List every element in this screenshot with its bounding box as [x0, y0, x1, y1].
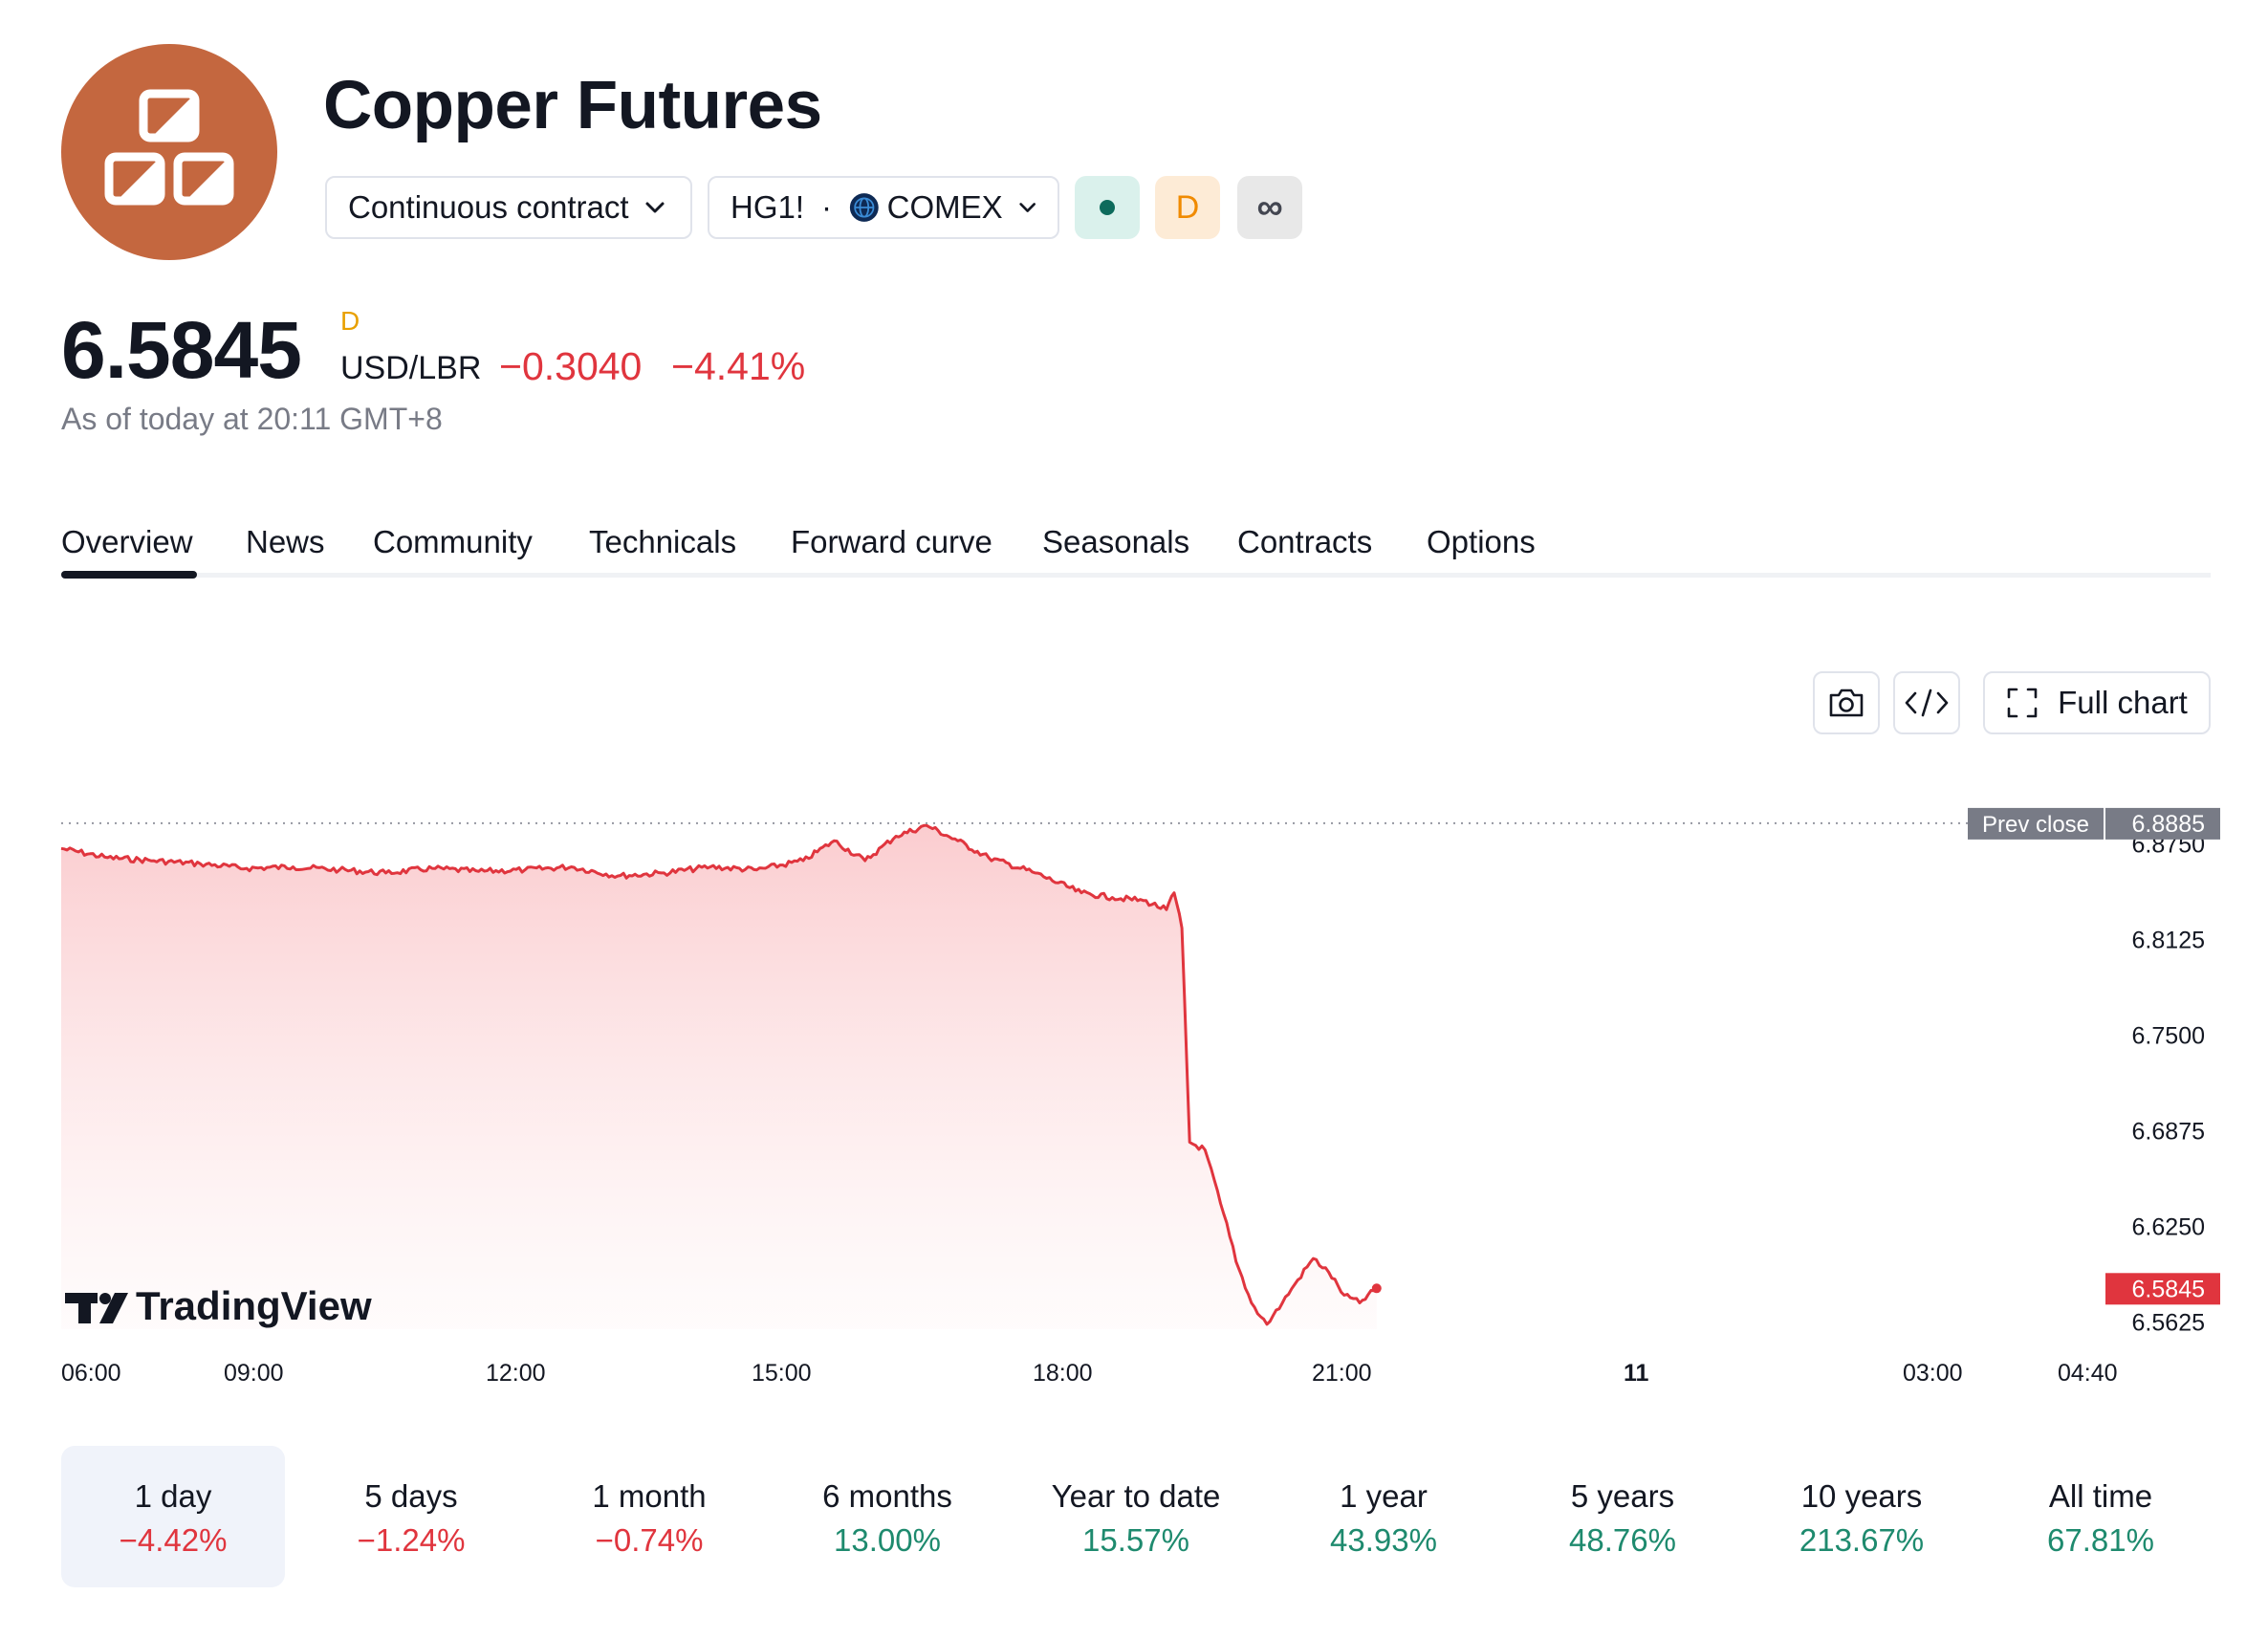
price-delayed-flag: D: [340, 306, 360, 336]
y-tick-label: 6.5625: [2132, 1310, 2205, 1337]
range-label: 10 years: [1800, 1478, 1923, 1514]
range-label: 5 years: [1570, 1478, 1675, 1514]
infinity-icon: ∞: [1256, 186, 1283, 228]
market-open-dot-icon: [1100, 200, 1115, 215]
chevron-down-icon: [1018, 203, 1036, 212]
x-tick-label-day: 11: [1624, 1360, 1649, 1387]
x-tick-label: 12:00: [486, 1360, 546, 1387]
separator: ·: [821, 189, 833, 225]
contract-selector-label: Continuous contract: [348, 189, 629, 225]
fullscreen-icon: [2007, 688, 2038, 718]
price-change: −0.3040: [499, 344, 643, 388]
range-1-year[interactable]: 1 year 43.93%: [1272, 1446, 1495, 1587]
range-label: 1 year: [1340, 1478, 1428, 1514]
range-5-days[interactable]: 5 days −1.24%: [299, 1446, 523, 1587]
x-tick-label: 21:00: [1312, 1360, 1372, 1387]
range-all-time[interactable]: All time 67.81%: [1989, 1446, 2213, 1587]
snapshot-button[interactable]: [1813, 671, 1880, 734]
chevron-down-icon: [645, 202, 665, 213]
exchange-label: COMEX: [886, 189, 1003, 225]
range-5-years[interactable]: 5 years 48.76%: [1511, 1446, 1734, 1587]
quote-timestamp: As of today at 20:11 GMT+8: [61, 402, 443, 436]
range-1-month[interactable]: 1 month −0.74%: [537, 1446, 761, 1587]
tab-options[interactable]: Options: [1427, 524, 1536, 559]
y-tick-label: 6.6875: [2132, 1119, 2205, 1146]
market-status-button[interactable]: [1075, 176, 1140, 239]
range-change: 48.76%: [1569, 1522, 1676, 1558]
page-title: Copper Futures: [323, 68, 822, 143]
range-10-years[interactable]: 10 years 213.67%: [1750, 1446, 1974, 1587]
price-chart[interactable]: 6.87506.81256.75006.68756.62506.5625Prev…: [0, 0, 2268, 1434]
tab-underline-track: [61, 573, 2211, 578]
copper-logo-icon: [104, 89, 234, 206]
y-tick-label: 6.8125: [2132, 928, 2205, 954]
y-tick-label: 6.7500: [2132, 1023, 2205, 1050]
x-tick-label: 09:00: [224, 1360, 284, 1387]
y-tick-label: 6.6250: [2132, 1214, 2205, 1241]
prev-close-value: 6.8885: [2132, 811, 2205, 838]
range-6-months[interactable]: 6 months 13.00%: [775, 1446, 999, 1587]
delayed-badge-label: D: [1175, 188, 1200, 226]
x-tick-label: 06:00: [61, 1360, 121, 1387]
last-price-point: [1371, 1283, 1382, 1294]
x-tick-label: 04:40: [2058, 1360, 2118, 1387]
symbol-exchange-selector[interactable]: HG1! · COMEX: [708, 176, 1059, 239]
tab-technicals[interactable]: Technicals: [589, 524, 737, 559]
globe-icon: [849, 193, 879, 222]
tradingview-logo-icon: [65, 1293, 128, 1323]
tab-forward-curve[interactable]: Forward curve: [791, 524, 992, 559]
tradingview-watermark: TradingView: [65, 1283, 372, 1328]
range-label: 1 month: [592, 1478, 707, 1514]
embed-button[interactable]: [1893, 671, 1960, 734]
tradingview-brand: TradingView: [136, 1283, 372, 1328]
range-change: 67.81%: [2047, 1522, 2154, 1558]
tab-contracts[interactable]: Contracts: [1237, 524, 1373, 559]
last-price-badge: 6.5845: [2105, 1273, 2220, 1305]
tab-overview[interactable]: Overview: [61, 524, 193, 559]
prev-close-label: Prev close: [1982, 812, 2089, 838]
tab-news[interactable]: News: [246, 524, 325, 559]
tab-community[interactable]: Community: [373, 524, 533, 559]
full-chart-button[interactable]: Full chart: [1983, 671, 2211, 734]
range-1-day[interactable]: 1 day −4.42%: [61, 1446, 285, 1587]
range-change: −1.24%: [357, 1522, 466, 1558]
x-tick-label: 15:00: [752, 1360, 812, 1387]
code-icon: [1905, 688, 1949, 717]
range-label: Year to date: [1051, 1478, 1221, 1514]
price-change-percent: −4.41%: [671, 344, 806, 388]
price-currency: USD/LBR: [340, 350, 482, 386]
range-change: 15.57%: [1082, 1522, 1189, 1558]
delayed-badge[interactable]: D: [1155, 176, 1220, 239]
symbol-label: HG1!: [731, 189, 805, 225]
x-tick-label: 03:00: [1903, 1360, 1963, 1387]
range-change: 43.93%: [1330, 1522, 1437, 1558]
last-price: 6.5845: [61, 305, 302, 395]
last-price-value: 6.5845: [2132, 1276, 2205, 1302]
range-label: 1 day: [134, 1478, 212, 1514]
range-change: −0.74%: [595, 1522, 704, 1558]
range-label: All time: [2048, 1478, 2153, 1514]
range-label: 6 months: [822, 1478, 952, 1514]
prev-close-badge: Prev close 6.8885: [1968, 807, 2220, 840]
price-area-fill: [61, 825, 1377, 1329]
continuous-badge[interactable]: ∞: [1237, 176, 1302, 239]
symbol-logo: [61, 44, 277, 260]
camera-icon: [1829, 688, 1864, 717]
range-change: 13.00%: [834, 1522, 941, 1558]
active-tab-indicator: [61, 571, 197, 579]
range-change: 213.67%: [1799, 1522, 1925, 1558]
contract-selector[interactable]: Continuous contract: [325, 176, 692, 239]
range-label: 5 days: [364, 1478, 458, 1514]
range-change: −4.42%: [119, 1522, 228, 1558]
tab-seasonals[interactable]: Seasonals: [1042, 524, 1190, 559]
range-year-to-date[interactable]: Year to date 15.57%: [1024, 1446, 1248, 1587]
price-series-line: [60, 823, 1378, 1326]
x-tick-label: 18:00: [1033, 1360, 1093, 1387]
full-chart-label: Full chart: [2058, 685, 2188, 720]
